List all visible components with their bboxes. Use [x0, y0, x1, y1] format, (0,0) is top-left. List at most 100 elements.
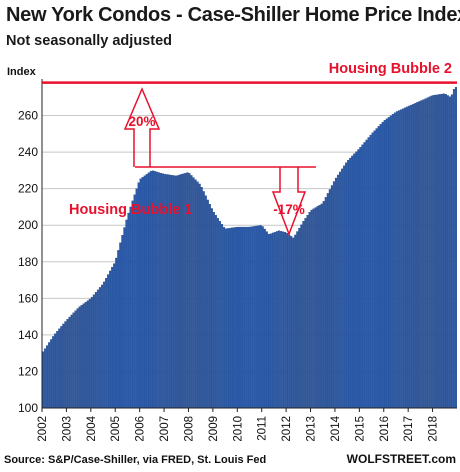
bar	[328, 189, 331, 409]
bar	[389, 115, 392, 409]
bar	[62, 323, 65, 409]
bar	[196, 181, 199, 409]
bar	[371, 132, 374, 409]
bar	[127, 212, 130, 409]
bar	[225, 228, 228, 409]
bar	[367, 137, 370, 409]
bar	[361, 144, 364, 409]
x-tick-label: 2014	[330, 415, 342, 441]
bar	[96, 289, 99, 409]
bar	[347, 160, 350, 409]
bar	[395, 111, 399, 409]
bar	[286, 233, 289, 409]
bar	[324, 197, 327, 409]
watermark: WOLFSTREET.com	[347, 452, 456, 466]
bar	[239, 226, 242, 409]
bubble-2-label: Housing Bubble 2	[329, 61, 452, 77]
bar	[121, 234, 124, 409]
y-tick-label: 240	[18, 145, 38, 159]
bar	[398, 110, 401, 409]
bar	[267, 233, 270, 409]
bar	[363, 142, 366, 409]
bar	[359, 147, 362, 409]
bar	[135, 188, 138, 409]
bar	[113, 263, 116, 409]
bar	[109, 270, 112, 409]
bar	[298, 227, 301, 409]
bar	[422, 99, 425, 409]
bar	[290, 236, 293, 409]
bar	[280, 231, 283, 409]
bar	[282, 231, 285, 409]
bar	[103, 281, 106, 409]
bar	[416, 102, 419, 409]
bar	[206, 199, 209, 409]
bar	[430, 95, 433, 409]
bar	[72, 312, 75, 409]
bar	[322, 201, 325, 409]
y-tick-label: 160	[18, 291, 38, 305]
bar	[52, 336, 55, 409]
bar	[131, 200, 134, 409]
bar	[255, 225, 258, 409]
bar	[304, 218, 307, 409]
up-percent-label: 20%	[128, 114, 155, 129]
x-tick-label: 2006	[135, 416, 147, 442]
bar	[98, 287, 101, 409]
bar	[450, 94, 453, 409]
bar	[387, 117, 390, 409]
bar	[70, 314, 73, 409]
bar	[400, 109, 403, 409]
x-tick-label: 2010	[232, 416, 244, 442]
bar	[440, 93, 443, 409]
bar	[261, 226, 264, 409]
x-tick-label: 2009	[208, 416, 220, 442]
y-axis: 100 120 140 160 180 200 220 240 260	[18, 109, 38, 415]
bar	[74, 310, 77, 409]
bar	[192, 177, 195, 409]
bar	[284, 232, 287, 409]
bar	[300, 224, 303, 409]
bar	[312, 208, 315, 409]
bar	[444, 94, 447, 409]
bar	[418, 101, 421, 409]
down-percent-label: -17%	[273, 202, 305, 217]
bar	[229, 227, 232, 409]
bar	[107, 274, 110, 409]
bar	[296, 231, 299, 409]
bar	[66, 319, 69, 409]
y-tick-label: 180	[18, 255, 38, 269]
bar	[351, 155, 354, 409]
bar	[393, 112, 396, 409]
bar	[332, 181, 335, 409]
bar	[336, 174, 340, 409]
bar	[385, 118, 388, 409]
bar	[249, 226, 252, 409]
bar	[221, 224, 224, 409]
bar	[263, 228, 266, 409]
x-tick-label: 2015	[354, 416, 366, 442]
bar	[227, 228, 230, 409]
bar	[326, 193, 329, 409]
bar	[434, 94, 437, 409]
bar	[80, 305, 83, 409]
y-tick-label: 200	[18, 218, 38, 232]
bar	[314, 207, 317, 409]
bar	[404, 107, 407, 409]
x-tick-label: 2013	[306, 416, 318, 442]
bar	[318, 204, 321, 409]
bar	[216, 218, 219, 409]
bar	[115, 257, 118, 409]
x-tick-label: 2011	[257, 416, 269, 441]
bar	[82, 303, 85, 409]
x-tick-label: 2008	[183, 416, 195, 442]
bar	[233, 227, 236, 409]
down-arrow-icon	[271, 167, 307, 237]
bar	[86, 300, 89, 409]
bar	[90, 296, 93, 409]
bar	[357, 149, 360, 409]
bar	[302, 221, 305, 409]
bar	[369, 134, 372, 409]
bar	[202, 191, 205, 409]
